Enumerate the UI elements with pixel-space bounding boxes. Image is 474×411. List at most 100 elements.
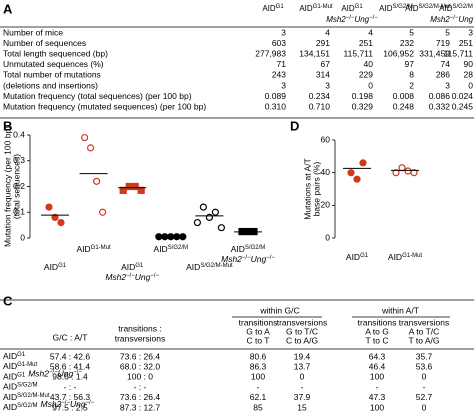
label-part: Msh2 bbox=[221, 254, 242, 264]
y-tick-label: 40 bbox=[321, 167, 331, 177]
y-tick-label: 0.1 bbox=[13, 207, 25, 217]
cell: - bbox=[301, 382, 304, 392]
point bbox=[199, 203, 207, 211]
cell: 331,459 bbox=[419, 48, 450, 58]
cell: 2 bbox=[409, 80, 414, 90]
cell: 314 bbox=[316, 70, 330, 80]
y-tick-label: 0.4 bbox=[13, 129, 25, 139]
cell: 0 bbox=[300, 372, 305, 382]
y-tick-label: 20 bbox=[321, 200, 331, 210]
cell: 98.6 : 1.4 bbox=[52, 372, 88, 382]
cell: 286 bbox=[436, 70, 450, 80]
panel-label: A bbox=[3, 1, 13, 16]
point bbox=[125, 182, 133, 191]
label-part: S/G2/M bbox=[168, 245, 188, 251]
cell: 106,952 bbox=[383, 48, 414, 58]
point bbox=[161, 233, 169, 241]
cell: 37.9 bbox=[294, 392, 311, 402]
point bbox=[173, 233, 181, 241]
label-part: −/− bbox=[73, 369, 82, 375]
row-label: AIDG1 bbox=[3, 351, 26, 361]
label: AIDG1-Mut bbox=[299, 4, 333, 14]
label-part: −/− bbox=[49, 369, 58, 375]
cell: 0 bbox=[422, 372, 427, 382]
cell: 0.710 bbox=[309, 101, 331, 111]
point bbox=[211, 208, 219, 216]
label-part: AID bbox=[3, 372, 17, 382]
label-part: AID bbox=[231, 244, 245, 254]
label-part: G1 bbox=[135, 263, 144, 269]
col-header: transversions bbox=[277, 317, 328, 327]
cell: - bbox=[376, 382, 379, 392]
cell: 100 bbox=[251, 372, 265, 382]
label-part: AID bbox=[341, 4, 355, 13]
point bbox=[193, 218, 201, 227]
cell: 3 bbox=[281, 80, 286, 90]
cell: 35.7 bbox=[416, 351, 433, 361]
label: AIDS/G2/M bbox=[154, 244, 189, 254]
cell: 0.234 bbox=[309, 91, 331, 101]
point bbox=[359, 159, 367, 167]
point bbox=[80, 133, 89, 142]
col-header: A to T/C bbox=[409, 326, 440, 336]
label-part: Ung bbox=[251, 254, 267, 264]
label: AIDG1-Mut bbox=[77, 244, 112, 254]
label-part: S/G2/M bbox=[245, 245, 265, 251]
cell: 15 bbox=[297, 402, 307, 411]
cell: 64.3 bbox=[369, 351, 386, 361]
label-part: AID bbox=[262, 4, 276, 13]
cell: 90 bbox=[464, 59, 474, 69]
cell: 46.4 bbox=[369, 361, 386, 371]
cell: 85 bbox=[253, 402, 263, 411]
y-tick-label: 0 bbox=[325, 232, 330, 242]
col-header: T to A/G bbox=[408, 335, 439, 345]
label: AIDS/G2/M bbox=[379, 4, 413, 14]
cell: 100 bbox=[370, 372, 384, 382]
label-part: AID bbox=[154, 244, 168, 254]
col-header: T to C bbox=[366, 335, 389, 345]
cell: 0.024 bbox=[452, 91, 474, 101]
y-axis-label: Mutations at A/T bbox=[302, 158, 312, 219]
label-part: AID bbox=[388, 252, 402, 262]
cell: 134,151 bbox=[299, 48, 330, 58]
label-part: Msh2 bbox=[28, 369, 49, 379]
label-part: G1 bbox=[355, 4, 364, 10]
cell: 603 bbox=[272, 38, 286, 48]
label-part: AID bbox=[3, 351, 17, 361]
label-part: AID bbox=[3, 361, 17, 371]
point bbox=[353, 175, 361, 183]
cell: 71 bbox=[277, 59, 287, 69]
row-label: Total number of mutations bbox=[3, 70, 101, 80]
point bbox=[398, 164, 406, 172]
cell: 291 bbox=[316, 38, 330, 48]
cell: 53.6 bbox=[416, 361, 433, 371]
point bbox=[167, 233, 175, 241]
label: Msh2−/−Ung−/− bbox=[105, 272, 159, 282]
cell: 0.332 bbox=[429, 101, 451, 111]
cell: 232 bbox=[400, 38, 414, 48]
label: Msh2−/−Ung−/− bbox=[430, 15, 474, 25]
cell: 13.7 bbox=[294, 361, 311, 371]
panel-label: D bbox=[290, 118, 299, 133]
cell: 97.5 : 2.5 bbox=[52, 402, 88, 411]
label-part: −/− bbox=[266, 255, 275, 261]
label-part: AID bbox=[299, 4, 313, 13]
label-part: AID bbox=[121, 262, 135, 272]
point bbox=[347, 169, 355, 177]
cell: 115,711 bbox=[444, 48, 474, 58]
cell: 251 bbox=[459, 38, 473, 48]
label: AIDG1-Mut bbox=[388, 252, 423, 262]
point bbox=[410, 169, 418, 177]
label-part: Ung bbox=[458, 15, 473, 24]
cell: 43.7 : 56.3 bbox=[50, 392, 90, 402]
cell: 47.3 bbox=[369, 392, 386, 402]
cell: 87.3 : 12.7 bbox=[120, 402, 160, 411]
cell: 57.4 : 42.6 bbox=[50, 351, 90, 361]
point bbox=[179, 233, 187, 241]
cell: - bbox=[257, 382, 260, 392]
cell: 0 bbox=[468, 80, 473, 90]
cell: 0.248 bbox=[393, 101, 415, 111]
label-part: AID bbox=[379, 4, 393, 13]
point bbox=[86, 144, 95, 152]
